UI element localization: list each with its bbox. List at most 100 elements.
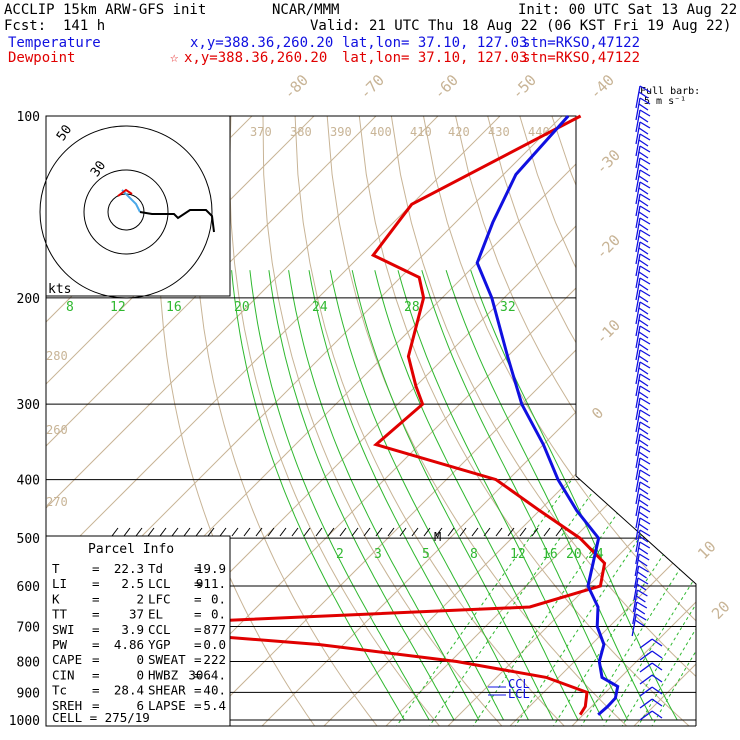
wind-barbs: Full barb: 5 m s⁻¹: [631, 85, 700, 721]
theta-label-370-0: 370: [250, 125, 272, 139]
svg-text:=: =: [92, 576, 100, 591]
pressure-label-200: 200: [17, 292, 40, 307]
svg-text:=: =: [92, 698, 100, 713]
parcel-row: TT = 37 EL = 0.: [52, 607, 226, 622]
svg-text:5.4: 5.4: [203, 698, 226, 713]
svg-text:Td: Td: [148, 561, 163, 576]
parcel-row: K = 2 LFC = 0.: [52, 591, 226, 606]
svg-text:=: =: [194, 698, 202, 713]
dewpoint-xy: x,y=388.36,260.20: [184, 50, 328, 66]
parcel-row: LI = 2.5 LCL =911.: [52, 576, 226, 591]
svg-text:40.: 40.: [203, 683, 226, 698]
svg-text:CCL: CCL: [148, 622, 171, 637]
svg-text:37: 37: [129, 607, 144, 622]
svg-text:=: =: [92, 607, 100, 622]
pressure-label-300: 300: [17, 398, 40, 413]
parcel-cell: CELL = 275/19: [52, 710, 150, 725]
theta-label-420-5: 420: [448, 125, 470, 139]
svg-text:=: =: [92, 622, 100, 637]
mix-upper-12: 12: [110, 300, 126, 315]
isotherm-label-m20: -20: [592, 231, 624, 263]
mix-upper-24: 24: [312, 300, 328, 315]
svg-text:2.5: 2.5: [121, 576, 144, 591]
dewpoint-latlon: lat,lon= 37.10, 127.03: [342, 50, 528, 66]
mix-lower-2: 2: [336, 547, 344, 562]
svg-text:3.9: 3.9: [121, 622, 144, 637]
pressure-labels: 100 200 300 400 500 600 700 800 900 1000: [9, 110, 40, 729]
svg-text:=: =: [92, 591, 100, 606]
theta-label-380-1: 380: [290, 125, 312, 139]
svg-text:LAPSE: LAPSE: [148, 698, 186, 713]
svg-text:SHEAR: SHEAR: [148, 683, 186, 698]
temperature-trace: [475, 115, 620, 716]
svg-text:=: =: [194, 607, 202, 622]
temperature-xy: x,y=388.36,260.20: [190, 35, 334, 51]
mix-lower-16: 16: [542, 547, 558, 562]
svg-text:SREH: SREH: [52, 698, 82, 713]
pressure-label-400: 400: [17, 474, 40, 489]
svg-text:=: =: [194, 561, 202, 576]
model-title: ACCLIP 15km ARW-GFS init: [4, 2, 207, 18]
parcel-row: Tc = 28.4 SHEAR = 40.: [52, 683, 226, 698]
mix-upper-8: 8: [66, 300, 74, 315]
hodograph-units: kts: [48, 282, 71, 297]
mixing-ratio-labels: 8 12 16 20 24 28 322 3 5 8 12 16 20 24: [66, 300, 604, 562]
parcel-row: CAPE = 0 SWEAT = 222: [52, 652, 226, 667]
mix-lower-5: 5: [422, 547, 430, 562]
parcel-info-title: Parcel Info: [88, 542, 174, 557]
ccl-label: CCL: [508, 677, 530, 691]
isotherm-label-m70: -70: [356, 71, 388, 103]
theta-label-430-6: 430: [488, 125, 510, 139]
svg-text:=: =: [194, 652, 202, 667]
wind-units: 5 m s⁻¹: [644, 96, 686, 107]
parcel-row: SREH = 6 LAPSE = 5.4: [52, 698, 226, 713]
plot-frame-right: [46, 115, 697, 726]
svg-text:LCL: LCL: [148, 576, 171, 591]
org-label: NCAR/MMM: [272, 2, 340, 18]
mix-upper-32: 32: [500, 300, 516, 315]
svg-text:0.: 0.: [211, 607, 226, 622]
hodograph-trace: [139, 209, 215, 233]
parcel-row: SWI = 3.9 CCL = 877: [52, 622, 226, 637]
svg-text:LI: LI: [52, 576, 67, 591]
pressure-label-500: 500: [17, 532, 40, 547]
svg-text:K: K: [52, 591, 60, 606]
wind-title: Full barb:: [640, 86, 700, 97]
svg-text:877: 877: [203, 622, 226, 637]
pressure-label-700: 700: [17, 620, 40, 635]
svg-text:HWBZ: HWBZ: [148, 667, 179, 682]
svg-text:=: =: [92, 667, 100, 682]
isotherm-label-0: 0: [588, 404, 607, 423]
dewpoint-legend: Dewpoint: [8, 50, 76, 66]
pressure-label-900: 900: [17, 686, 40, 701]
lcl-label: LCL: [508, 687, 530, 701]
mix-upper-16: 16: [166, 300, 182, 315]
svg-text:28.4: 28.4: [114, 683, 144, 698]
mix-lower-3: 3: [374, 547, 382, 562]
svg-text:Tc: Tc: [52, 683, 67, 698]
parcel-row: T = 22.3 Td =19.9: [52, 561, 226, 576]
melting-level-label: M: [434, 530, 441, 544]
pressure-label-800: 800: [17, 655, 40, 670]
theta-label-270-10: 270: [46, 495, 68, 509]
valid-time: Valid: 21 UTC Thu 18 Aug 22 (06 KST Fri …: [310, 18, 732, 34]
svg-text:6: 6: [136, 698, 144, 713]
dewpoint-marker: ☆: [170, 50, 179, 66]
hodograph-trace-low: [121, 189, 141, 213]
svg-text:=: =: [194, 683, 202, 698]
isotherm-label-10: 10: [694, 537, 720, 563]
isotherm-label-m10: -10: [592, 316, 624, 348]
isotherm-label-m50: -50: [508, 71, 540, 103]
hodograph-trace-red: [117, 188, 133, 197]
svg-text:=: =: [92, 652, 100, 667]
hodograph: 50 30 kts: [39, 115, 231, 299]
isotherm-label-m80: -80: [280, 71, 312, 103]
mix-upper-20: 20: [234, 300, 250, 315]
svg-text:0.: 0.: [211, 591, 226, 606]
svg-text:SWI: SWI: [52, 622, 75, 637]
svg-text:22.3: 22.3: [114, 561, 144, 576]
init-time: Init: 00 UTC Sat 13 Aug 22: [518, 2, 738, 18]
mix-lower-8: 8: [470, 547, 478, 562]
theta-label-400-3: 400: [370, 125, 392, 139]
